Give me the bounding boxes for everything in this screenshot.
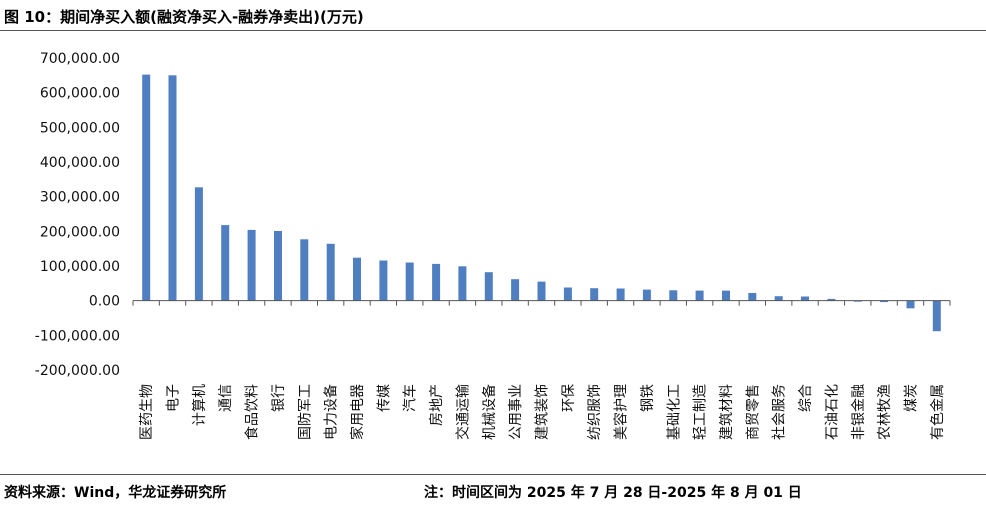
date-range-note: 注：时间区间为 2025 年 7 月 28 日-2025 年 8 月 01 日 xyxy=(424,485,802,501)
bar-综合 xyxy=(801,296,809,301)
y-tick-label: 600,000.00 xyxy=(40,86,120,102)
x-category-label: 综合 xyxy=(798,384,814,412)
bar-建筑装饰 xyxy=(537,281,546,301)
x-category-label: 交通运输 xyxy=(454,384,471,440)
bar-轻工制造 xyxy=(695,290,704,301)
y-tick-label: 400,000.00 xyxy=(40,155,120,171)
x-category-label: 轻工制造 xyxy=(693,384,709,440)
bar-商贸零售 xyxy=(748,293,757,301)
y-tick-label: 100,000.00 xyxy=(40,259,120,275)
bar-农林牧渔 xyxy=(880,300,889,303)
figure-title: 图 10：期间净买入额(融资净买入-融券净卖出)(万元) xyxy=(4,8,364,26)
x-category-label: 基础化工 xyxy=(665,384,682,440)
bar-国防军工 xyxy=(300,239,309,301)
bottom-rule xyxy=(0,474,986,475)
bar-传媒 xyxy=(379,260,388,301)
bar-chart: 700,000.00 600,000.00 500,000.00 400,000.00… xyxy=(35,51,951,440)
x-category-label: 有色金属 xyxy=(929,384,946,440)
bar-汽车 xyxy=(405,262,414,301)
bar-基础化工 xyxy=(669,290,678,301)
bar-钢铁 xyxy=(642,289,651,301)
x-category-label: 社会服务 xyxy=(772,384,788,440)
bar-美容护理 xyxy=(616,288,625,301)
x-category-label: 纺织服饰 xyxy=(587,384,603,440)
top-rule xyxy=(0,30,986,31)
x-category-label: 房地产 xyxy=(429,384,445,426)
bar-医药生物 xyxy=(142,74,151,301)
x-category-label: 医药生物 xyxy=(139,384,155,440)
x-category-label: 汽车 xyxy=(402,384,419,412)
bar-交通运输 xyxy=(458,266,467,301)
bar-房地产 xyxy=(432,263,441,301)
x-category-label: 商贸零售 xyxy=(745,384,761,440)
x-category-label: 公用事业 xyxy=(508,384,524,440)
bar-非银金融 xyxy=(853,300,862,302)
bar-家用电器 xyxy=(353,257,361,301)
source-note: 资料来源：Wind，华龙证券研究所 xyxy=(4,485,227,501)
x-category-label: 建筑装饰 xyxy=(535,384,551,440)
x-category-label: 国防军工 xyxy=(297,384,313,440)
x-category-label: 电力设备 xyxy=(323,384,340,440)
bar-石油石化 xyxy=(827,298,836,301)
y-tick-label: 300,000.00 xyxy=(40,190,120,206)
bar-有色金属 xyxy=(932,300,941,332)
bar-社会服务 xyxy=(774,296,783,301)
y-tick-label: -200,000.00 xyxy=(35,363,120,379)
x-category-label: 通信 xyxy=(218,384,234,412)
y-tick-label: 500,000.00 xyxy=(40,120,120,136)
x-category-label: 计算机 xyxy=(192,384,208,426)
bar-电子 xyxy=(168,75,177,301)
x-category-label: 银行 xyxy=(271,384,287,412)
bar-计算机 xyxy=(194,187,203,301)
y-tick-label: 200,000.00 xyxy=(40,224,120,240)
bar-环保 xyxy=(563,287,572,301)
bar-银行 xyxy=(274,231,282,301)
x-category-label: 家用电器 xyxy=(349,384,366,440)
x-category-label: 电子 xyxy=(166,384,182,412)
bar-机械设备 xyxy=(484,272,493,301)
bar-食品饮料 xyxy=(247,229,256,301)
x-category-label: 非银金融 xyxy=(851,384,867,440)
bar-公用事业 xyxy=(511,279,520,301)
bar-建筑材料 xyxy=(722,290,730,301)
x-category-label: 农林牧渔 xyxy=(877,384,893,440)
y-tick-label: 0.00 xyxy=(89,294,120,310)
x-category-label: 石油石化 xyxy=(824,384,840,440)
x-category-label: 美容护理 xyxy=(613,384,630,440)
x-category-label: 环保 xyxy=(561,384,577,412)
x-category-label: 建筑材料 xyxy=(719,384,735,440)
x-category-label: 食品饮料 xyxy=(244,384,261,440)
bar-电力设备 xyxy=(326,243,335,301)
bar-纺织服饰 xyxy=(590,288,599,301)
x-category-label: 机械设备 xyxy=(481,384,498,440)
x-category-label: 传媒 xyxy=(376,384,392,412)
y-tick-label: 700,000.00 xyxy=(40,51,120,67)
bar-煤炭 xyxy=(906,300,915,309)
x-category-label: 煤炭 xyxy=(904,384,920,412)
bar-通信 xyxy=(221,225,230,301)
y-tick-label: -100,000.00 xyxy=(35,328,120,344)
x-category-label: 钢铁 xyxy=(640,384,656,412)
